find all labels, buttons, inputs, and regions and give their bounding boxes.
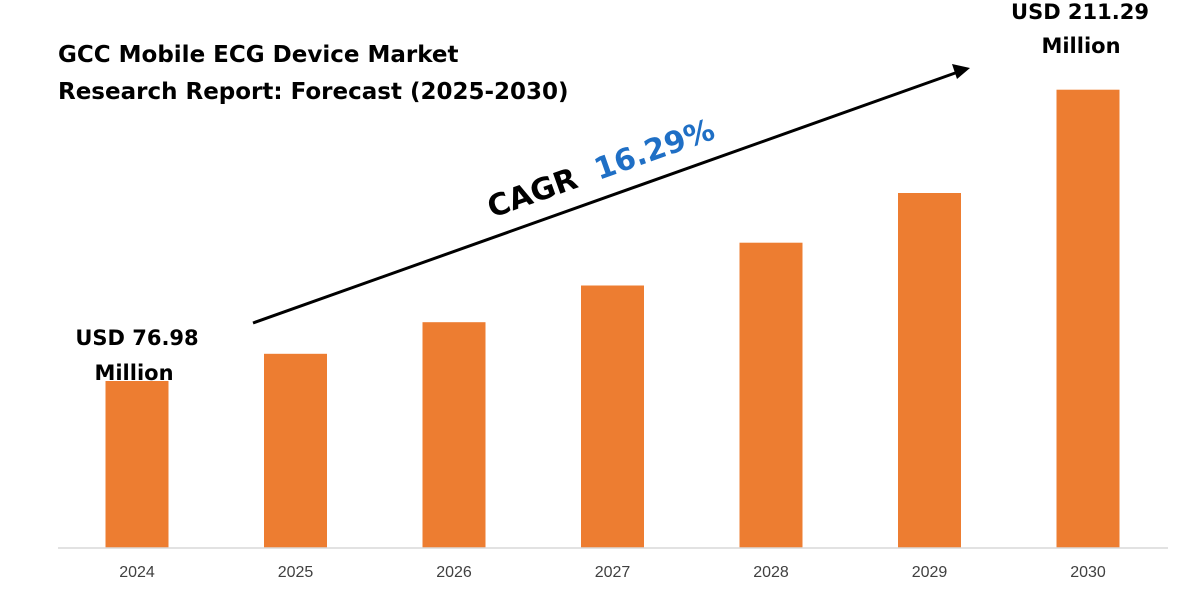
bar-2029 [898, 193, 961, 548]
bar-2025 [264, 353, 327, 548]
bar-2026 [422, 322, 486, 548]
start-value-label-line-1: USD 76.98 [75, 326, 198, 350]
bar-2030 [1056, 89, 1120, 548]
start-value-label-line-2: Million [94, 361, 173, 385]
end-value-label-line-1: USD 211.29 [1011, 0, 1149, 24]
chart-title-line-1: GCC Mobile ECG Device Market [58, 42, 458, 68]
chart-title-line-2: Research Report: Forecast (2025-2030) [58, 79, 569, 105]
bar-series [105, 89, 1120, 548]
end-value-label-line-2: Million [1041, 34, 1120, 58]
x-tick-label-2024: 2024 [119, 564, 155, 581]
bar-2024 [105, 381, 169, 548]
x-tick-label-2027: 2027 [595, 564, 631, 581]
cagr-prefix: CAGR [483, 161, 582, 225]
cagr-value: 16.29% [590, 113, 719, 188]
x-tick-label-2026: 2026 [436, 564, 472, 581]
trend-arrow-line [252, 70, 959, 325]
x-tick-label-2028: 2028 [753, 564, 789, 581]
x-tick-label-2025: 2025 [278, 564, 314, 581]
x-tick-label-2029: 2029 [912, 564, 948, 581]
bar-2027 [581, 285, 644, 548]
trend-arrow-head [952, 64, 970, 79]
x-tick-label-2030: 2030 [1070, 564, 1106, 581]
x-axis-ticks: 2024 2025 2026 2027 2028 2029 2030 [119, 564, 1106, 581]
bar-2028 [739, 242, 803, 548]
